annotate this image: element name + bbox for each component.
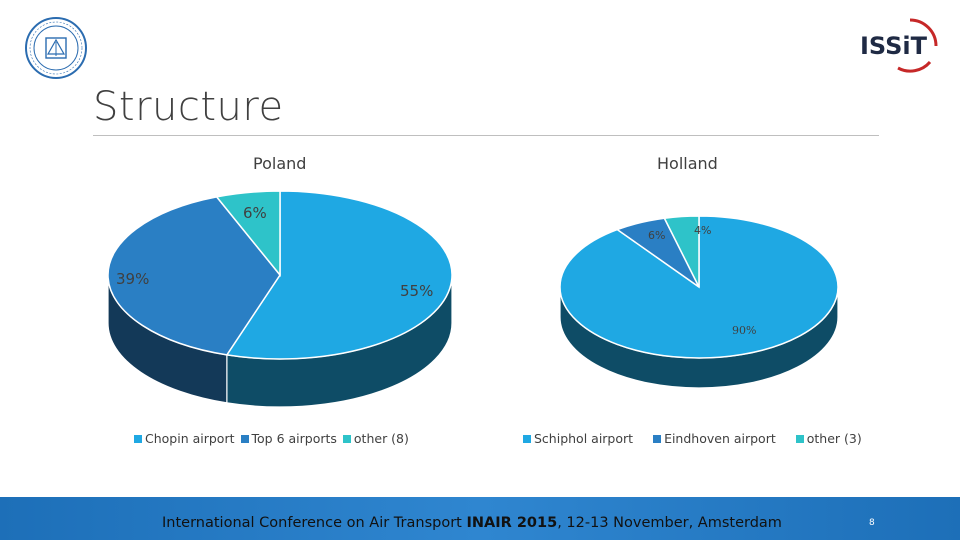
legend-swatch [134,434,142,443]
legend-item-schiphol: Schiphol airport [523,431,633,446]
poland-pie [107,190,453,408]
legend-label: other (8) [353,431,409,446]
legend-swatch [342,434,351,443]
legend-label: Eindhoven airport [664,431,776,446]
holland-legend: Schiphol airport Eindhoven airport other… [523,431,862,446]
issit-logo: ISSiT [860,18,938,73]
pie-slice-other-3- [663,215,700,288]
holland-pie [559,215,839,389]
legend-item-chopin: Chopin airport [134,431,235,446]
poland-label-chopin: 55% [400,282,434,300]
university-seal-logo [25,17,87,79]
slide-title: Structure [93,84,284,130]
legend-label: other (3) [806,431,862,446]
legend-item-other8: other (8) [342,431,409,446]
legend-swatch [795,434,804,443]
footer-text: International Conference on Air Transpor… [162,515,782,531]
footer-bar [0,497,960,540]
legend-label: Chopin airport [145,431,235,446]
poland-legend: Chopin airport Top 6 airports other (8) [134,431,409,446]
legend-item-other3: other (3) [795,431,862,446]
holland-label-eindhoven: 6% [648,229,666,242]
issit-logo-text: ISSiT [860,32,928,60]
page-number: 8 [869,518,875,528]
poland-label-top6: 39% [116,270,150,288]
pie-slice-other-8- [215,190,281,278]
holland-label-other: 4% [694,224,712,237]
pie-slice-chopin-airport [225,190,453,360]
legend-swatch [240,434,249,443]
legend-swatch [523,434,531,443]
holland-label-schiphol: 90% [732,324,757,337]
title-divider [93,135,879,136]
legend-label: Top 6 airports [251,431,337,446]
holland-chart-title: Holland [657,154,718,173]
legend-item-eindhoven: Eindhoven airport [653,431,776,446]
pie-slice-top-6-airports [107,196,281,356]
poland-chart-title: Poland [253,154,307,173]
legend-item-top6: Top 6 airports [240,431,337,446]
legend-swatch [653,434,662,443]
poland-label-other: 6% [243,204,267,222]
legend-label: Schiphol airport [534,431,634,446]
